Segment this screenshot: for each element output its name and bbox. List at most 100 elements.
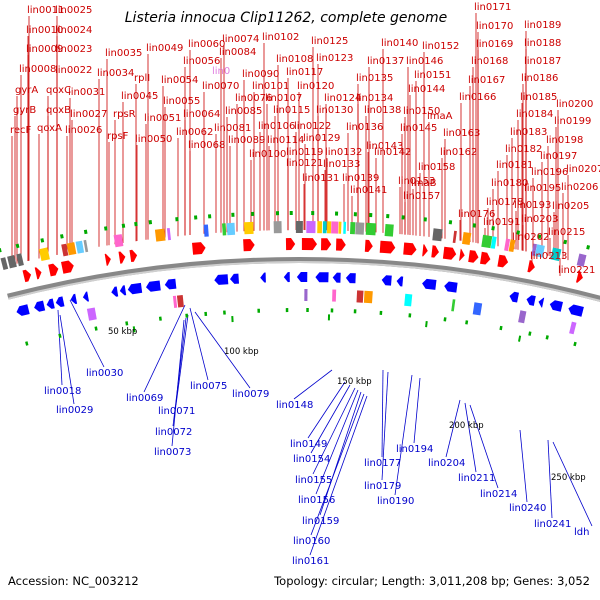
gene-label-lin0170: lin0170 xyxy=(476,21,513,32)
cog-block xyxy=(531,243,537,256)
tick-label-150kbp: 150 kbp xyxy=(337,377,372,387)
gene-label-lin0132: lin0132 xyxy=(325,147,362,158)
gene-label-lin0203: lin0203 xyxy=(521,214,558,225)
gene-label-lin0171: lin0171 xyxy=(474,2,511,13)
gene-label-lin0075: lin0075 xyxy=(190,381,227,392)
gene-label-lin0241: lin0241 xyxy=(534,519,571,530)
cog-block xyxy=(365,222,377,236)
gene-label-lin0206: lin0206 xyxy=(561,182,598,193)
gc-mark xyxy=(121,223,126,228)
gene-label-qoxA: qoxA xyxy=(37,123,62,134)
gene-label-lin0150: lin0150 xyxy=(403,106,440,117)
gene-label-lin0149: lin0149 xyxy=(290,439,327,450)
gene-label-recF: recF xyxy=(10,125,32,136)
gene-label-lin0182: lin0182 xyxy=(505,144,542,155)
cog-block xyxy=(83,239,89,253)
gene-arrow xyxy=(509,291,519,303)
gene-arrow xyxy=(538,297,545,308)
gene-label-lin0090: lin0090 xyxy=(242,69,279,80)
gene-arrow xyxy=(315,272,329,283)
callout-line xyxy=(413,377,421,444)
cog-block xyxy=(295,221,303,233)
gene-label-lin0011: lin0011 xyxy=(27,5,64,16)
gene-label-lin0186: lin0186 xyxy=(521,73,558,84)
tick-200 xyxy=(425,321,428,328)
gene-arrow xyxy=(403,242,417,256)
callout-line xyxy=(381,369,384,458)
gene-label-lin0158: lin0158 xyxy=(418,162,455,173)
gc-mark xyxy=(443,317,447,322)
gene-label-lin0050: lin0050 xyxy=(135,134,172,145)
gene-label-lin0204: lin0204 xyxy=(428,458,465,469)
gc-mark xyxy=(25,341,29,346)
gene-arrow xyxy=(459,248,465,261)
gene-label-lin0188: lin0188 xyxy=(524,38,561,49)
gene-label-lin0133: lin0133 xyxy=(323,159,360,170)
gene-label-lin0034: lin0034 xyxy=(97,68,134,79)
gene-label-lin0101: lin0101 xyxy=(252,81,289,92)
callout-line xyxy=(175,314,189,406)
cog-block xyxy=(332,289,337,302)
cog-block xyxy=(66,242,77,256)
reverse-gene-labels: lin0018 lin0030 lin0029 lin0069 lin0075 lin00… xyxy=(44,368,589,567)
callout-line xyxy=(547,439,553,519)
gene-label-lin0183: lin0183 xyxy=(510,127,547,138)
gene-label-lin0196: lin0196 xyxy=(531,167,568,178)
gene-label-lin0060: lin0060 xyxy=(188,39,225,50)
cog-block xyxy=(331,221,339,234)
gene-arrow xyxy=(192,242,206,255)
gene-label-lin0162: lin0162 xyxy=(440,147,477,158)
cog-block xyxy=(0,257,9,270)
gene-label-lin0190: lin0190 xyxy=(377,496,414,507)
cog-block xyxy=(404,293,413,307)
callout-line xyxy=(394,374,413,496)
gene-label-lmaB: lmaB xyxy=(411,178,437,189)
cog-block xyxy=(7,255,17,269)
genome-backbone-highlight xyxy=(8,261,600,302)
gene-label-lin0018: lin0018 xyxy=(44,386,81,397)
cog-block xyxy=(481,234,493,249)
gene-arrow xyxy=(396,276,404,287)
gene-arrow xyxy=(46,298,55,309)
gc-mark xyxy=(83,229,88,235)
gene-label-lin0215: lin0215 xyxy=(548,227,585,238)
gene-arrow xyxy=(283,272,290,283)
gene-label-lin0160: lin0160 xyxy=(293,536,330,547)
gene-arrow xyxy=(119,285,127,296)
gene-label-lin0114: lin0114 xyxy=(267,135,304,146)
gene-arrow xyxy=(82,291,89,302)
gene-label-lin0176: lin0176 xyxy=(458,209,495,220)
callout-line xyxy=(315,389,359,495)
cog-block xyxy=(203,224,209,237)
cog-block xyxy=(451,299,456,312)
gene-arrow xyxy=(568,304,584,317)
gc-mark xyxy=(537,234,542,239)
gene-label-lin0221: lin0221 xyxy=(558,265,595,276)
gene-label-lin0121: lin0121 xyxy=(286,158,323,169)
gene-label-lin0024: lin0024 xyxy=(55,25,92,36)
cog-block xyxy=(504,238,511,252)
gene-label-lin0163: lin0163 xyxy=(443,128,480,139)
tick-50 xyxy=(132,326,136,333)
gc-mark xyxy=(104,226,108,231)
gene-label-lin0102: lin0102 xyxy=(262,32,299,43)
gene-label-lin0146: lin0146 xyxy=(406,56,443,67)
gene-label-lin0117: lin0117 xyxy=(286,67,323,78)
forward-gene-labels: lin0lin0011lin0025lin0010lin0024lin0009l… xyxy=(10,2,600,276)
gc-mark xyxy=(499,325,503,331)
gene-label-lin0068: lin0068 xyxy=(188,140,225,151)
cog-block xyxy=(327,221,332,234)
gene-label-lin0148: lin0148 xyxy=(276,400,313,411)
gene-label-lin0156: lin0156 xyxy=(298,495,335,506)
gene-label-lin0045: lin0045 xyxy=(121,91,158,102)
callout-line xyxy=(469,404,499,489)
cog-block xyxy=(166,228,171,241)
gene-label-lin0106: lin0106 xyxy=(258,121,295,132)
gene-label-lin0207: lin0207 xyxy=(566,164,600,175)
reverse-callout-lines xyxy=(57,299,593,556)
gene-label-lin0031: lin0031 xyxy=(68,87,105,98)
gene-label-lin0022: lin0022 xyxy=(55,65,92,76)
gene-arrow xyxy=(442,246,457,260)
gene-arrow xyxy=(164,278,177,290)
